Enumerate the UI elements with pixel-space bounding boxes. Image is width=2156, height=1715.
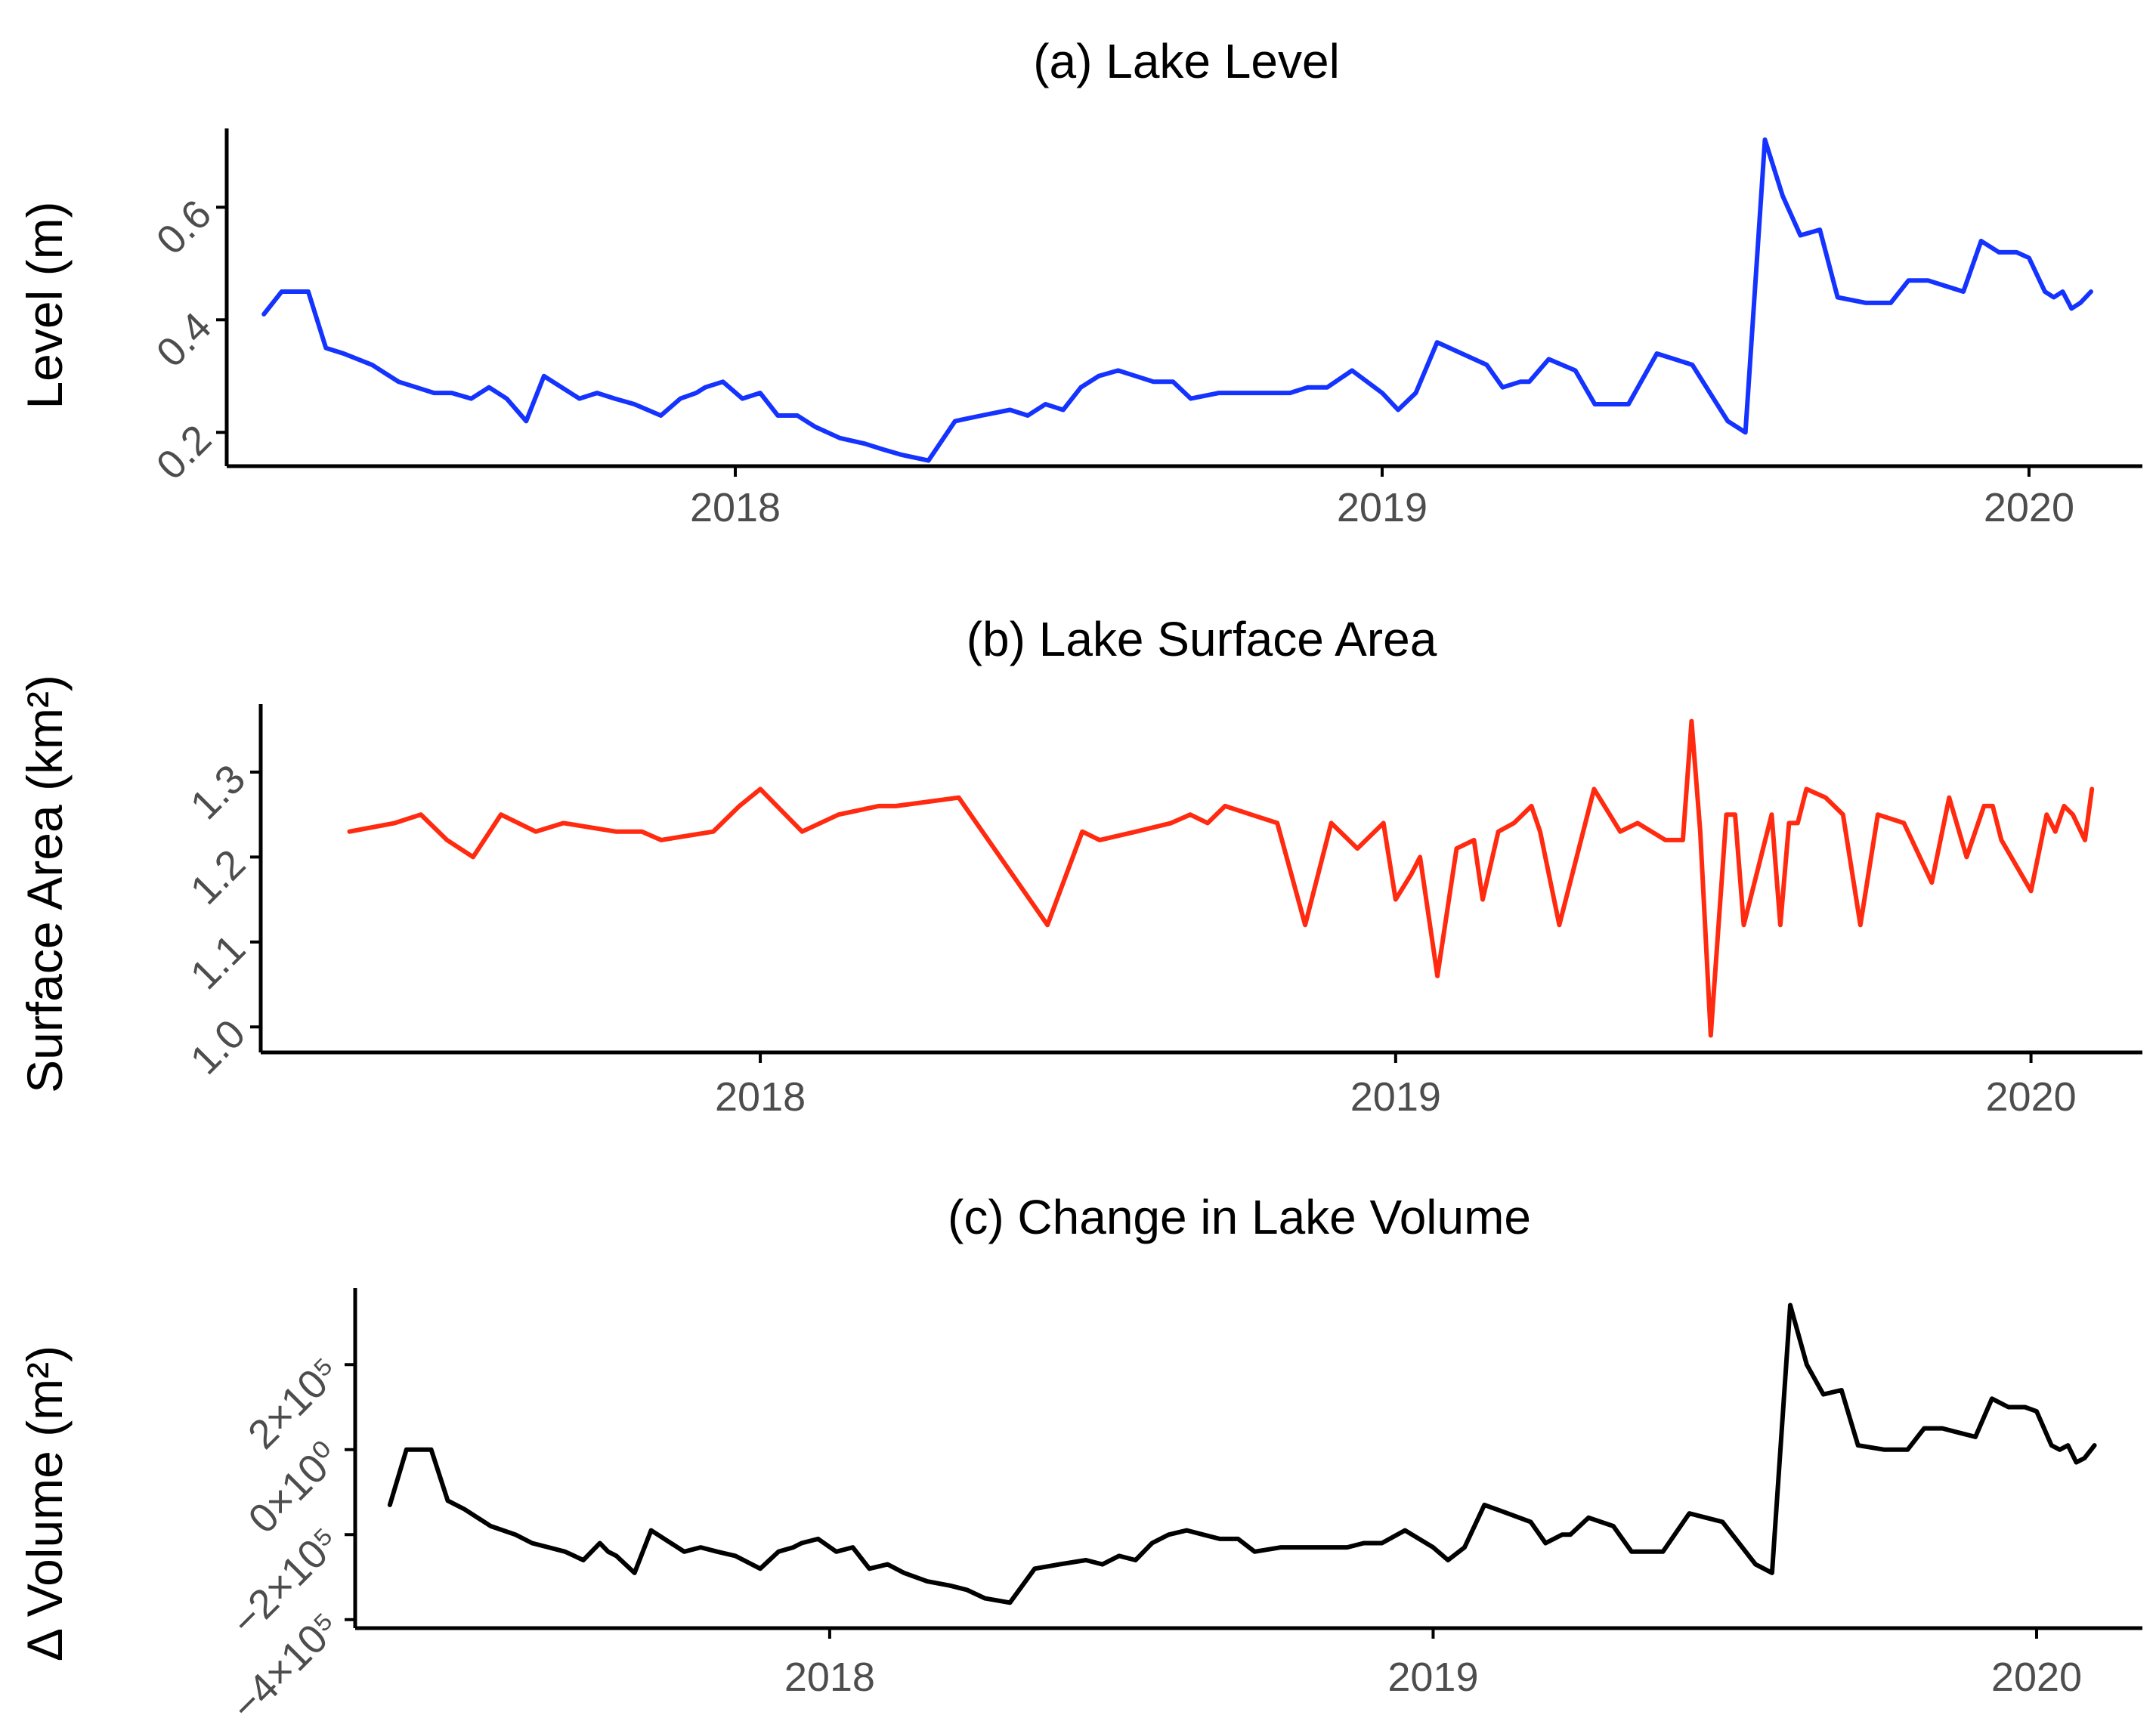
series-lake-surface-area	[347, 718, 2095, 1038]
panel-change-in-lake-volume: (c) Change in Lake Volume Δ Volume (m²) …	[17, 1190, 2142, 1715]
panel-title: (c) Change in Lake Volume	[948, 1190, 1531, 1244]
panel-title: (a) Lake Level	[1033, 34, 1340, 88]
y-axis-label: Δ Volume (m²)	[17, 1346, 73, 1661]
x-tick-label: 2018	[690, 485, 781, 530]
panel-lake-level: (a) Lake Level Level (m) 2018 2019 2020 0.2…	[17, 34, 2142, 530]
y-tick-label: 2×10⁵	[240, 1349, 348, 1457]
panel-lake-surface-area: (b) Lake Surface Area Surface Area (km²)…	[17, 612, 2142, 1120]
y-tick-label: 0.6	[148, 191, 221, 264]
x-tick-label: 2018	[715, 1074, 806, 1120]
y-axis-label: Surface Area (km²)	[17, 675, 73, 1093]
series-line	[387, 1302, 2097, 1605]
series-lake-level	[261, 137, 2093, 463]
y-tick-label: 1.0	[182, 1011, 255, 1083]
x-tick-label: 2019	[1387, 1655, 1478, 1700]
x-tick-label: 2019	[1337, 485, 1428, 530]
x-tick-label: 2020	[1991, 1655, 2082, 1700]
x-tick-label: 2020	[1986, 1074, 2077, 1120]
y-tick-label: 0.4	[148, 304, 221, 376]
series-change-in-lake-volume	[387, 1302, 2097, 1605]
y-tick-label: 0.2	[148, 416, 221, 489]
axes: 2018 2019 2020 0.2 0.4 0.6	[148, 128, 2142, 530]
x-tick-label: 2020	[1984, 485, 2074, 530]
x-tick-label: 2019	[1350, 1074, 1441, 1120]
y-axis-label: Level (m)	[17, 201, 73, 409]
y-tick-label: 1.2	[182, 841, 255, 913]
panel-title: (b) Lake Surface Area	[967, 612, 1437, 666]
y-tick-label: 1.1	[182, 926, 255, 999]
axes: 2018 2019 2020 1.0 1.1 1.2 1.3	[182, 704, 2142, 1120]
y-tick-label: 1.3	[182, 756, 255, 829]
y-tick-label: 0×10⁰	[240, 1434, 348, 1543]
series-line	[261, 137, 2093, 463]
x-tick-label: 2018	[784, 1655, 875, 1700]
series-line	[347, 718, 2095, 1038]
